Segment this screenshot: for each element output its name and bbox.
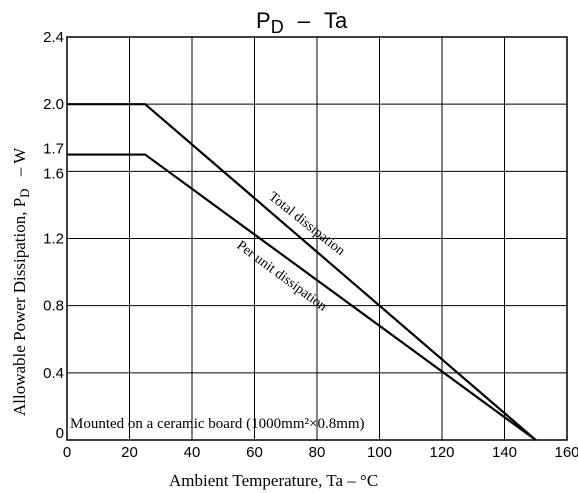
tick-labels: 0 20 40 60 80 100 120 140 160 0 0.4 0.8 1.2 1.6 1.7 2.0… — [43, 29, 578, 461]
x-tick-label: 140 — [492, 444, 517, 461]
y-axis-label-main: Allowable Power Dissipation, P — [10, 198, 29, 416]
y-tick-label: 1.7 — [43, 141, 64, 158]
y-tick-label: 1.2 — [43, 231, 64, 248]
y-tick-label: 0.4 — [43, 365, 64, 382]
x-tick-label: 0 — [63, 444, 71, 461]
y-tick-label: 0 — [56, 425, 64, 442]
series-line-total — [67, 103, 537, 441]
series-lines — [67, 103, 537, 441]
x-tick-label: 20 — [121, 444, 138, 461]
x-axis-label: Ambient Temperature, Ta – °C — [169, 471, 378, 490]
y-tick-label: 1.6 — [43, 165, 64, 182]
chart-title: PD – Ta — [256, 8, 348, 37]
x-tick-label: 100 — [367, 444, 392, 461]
title-dash: – — [298, 8, 311, 33]
y-tick-label: 2.0 — [43, 96, 64, 113]
series-label-total: Total dissipation — [266, 189, 348, 258]
x-tick-label: 60 — [246, 444, 263, 461]
x-tick-label: 120 — [429, 444, 454, 461]
y-axis-label-sub: D — [17, 188, 32, 197]
y-tick-label: 2.4 — [43, 29, 64, 46]
y-axis-label-tail: – W — [10, 147, 29, 181]
x-tick-label: 40 — [184, 444, 201, 461]
y-tick-label: 0.8 — [43, 298, 64, 315]
y-axis-label: Allowable Power Dissipation, PD – W — [10, 147, 32, 416]
x-tick-label: 160 — [554, 444, 578, 461]
plot-frame — [66, 36, 568, 441]
grid — [66, 36, 568, 441]
title-main: P — [256, 8, 271, 33]
series-line-per-unit — [67, 153, 537, 441]
x-tick-label: 80 — [309, 444, 326, 461]
title-ta: Ta — [324, 8, 348, 33]
title-subscript: D — [271, 17, 284, 37]
board-annotation: Mounted on a ceramic board (1000mm²×0.8m… — [70, 416, 365, 432]
